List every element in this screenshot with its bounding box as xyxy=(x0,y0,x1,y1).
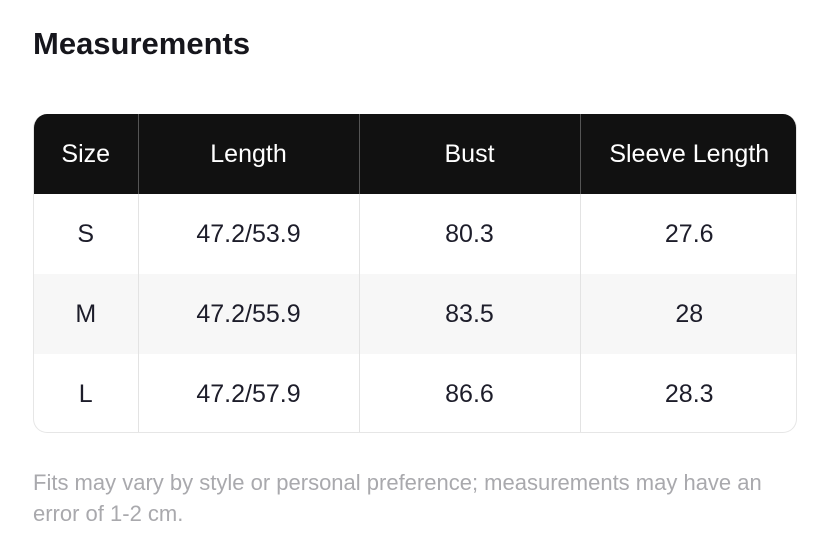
cell-size: M xyxy=(34,274,138,354)
header-bust: Bust xyxy=(358,114,580,194)
header-length: Length xyxy=(137,114,359,194)
table-row: L 47.2/57.9 86.6 28.3 xyxy=(34,354,796,432)
table-row: M 47.2/55.9 83.5 28 xyxy=(34,274,796,354)
table-header-row: Size Length Bust Sleeve Length xyxy=(34,114,796,194)
cell-length: 47.2/53.9 xyxy=(137,194,359,274)
cell-size: S xyxy=(77,219,95,248)
measurements-table: Size Length Bust Sleeve Length S 47.2/53… xyxy=(33,114,797,433)
header-sleeve-length: Sleeve Length xyxy=(579,114,796,194)
cell-sleeve-length: 28 xyxy=(579,274,796,354)
cell-length: 47.2/57.9 xyxy=(137,354,359,432)
cell-sleeve-length: 27.6 xyxy=(579,194,796,274)
cell-bust: 83.5 xyxy=(358,274,580,354)
fit-disclaimer: Fits may vary by style or personal prefe… xyxy=(33,470,762,526)
table-row: S 47.2/53.9 80.3 27.6 xyxy=(34,194,796,274)
cell-bust: 86.6 xyxy=(358,354,580,432)
cell-sleeve-length: 28.3 xyxy=(579,354,796,432)
cell-bust: 80.3 xyxy=(358,194,580,274)
header-size: Size xyxy=(34,114,138,194)
cell-length: 47.2/55.9 xyxy=(137,274,359,354)
section-title: Measurements xyxy=(33,26,251,61)
cell-size: L xyxy=(78,379,93,408)
